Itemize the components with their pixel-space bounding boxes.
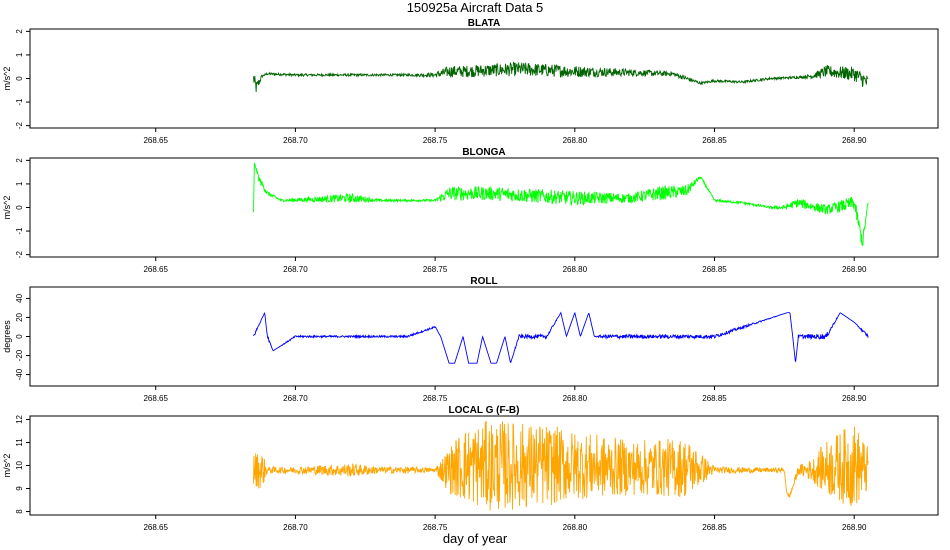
x-tick-label: 268.70	[283, 136, 308, 145]
x-tick-label: 268.85	[702, 136, 727, 145]
y-axis-label: m/s^2	[2, 196, 12, 220]
y-tick-label: -2	[15, 122, 24, 130]
panel-3: LOCAL G (F-B) m/s^2 8 9 10 11 12 268.65 268.70 26…	[2, 405, 939, 532]
panel-0: BLATA m/s^2 -2 -1 0 1 2 268.65 268.70 268.75 268.8…	[2, 18, 939, 145]
y-tick-label: 9	[15, 486, 24, 491]
y-tick-label: 11	[15, 438, 24, 447]
x-tick-label: 268.80	[563, 394, 588, 403]
panel-title: BLONGA	[462, 147, 505, 158]
y-axis-label: degrees	[2, 320, 12, 353]
x-tick-label: 268.75	[423, 523, 448, 532]
y-tick-label: -1	[15, 98, 24, 106]
x-tick-label: 268.70	[283, 394, 308, 403]
x-tick-label: 268.75	[423, 136, 448, 145]
series-line	[253, 311, 869, 364]
x-tick-label: 268.80	[563, 523, 588, 532]
x-tick-label: 268.85	[702, 523, 727, 532]
x-tick-label: 268.65	[143, 136, 168, 145]
y-tick-label: 0	[15, 76, 24, 81]
y-tick-label: -2	[15, 251, 24, 259]
panel-title: LOCAL G (F-B)	[449, 405, 520, 416]
y-tick-label: 1	[15, 181, 24, 186]
y-axis-label: m/s^2	[2, 67, 12, 91]
y-tick-label: -1	[15, 227, 24, 235]
series-line	[253, 421, 869, 511]
x-tick-label: 268.90	[842, 136, 867, 145]
x-tick-label: 268.85	[702, 265, 727, 274]
y-tick-label: -20	[15, 349, 24, 361]
y-tick-label: 0	[15, 334, 24, 339]
panel-title: ROLL	[470, 276, 497, 287]
x-tick-label: 268.85	[702, 394, 727, 403]
y-tick-label: 8	[15, 509, 24, 514]
x-tick-label: 268.65	[143, 523, 168, 532]
figure-title: 150925a Aircraft Data 5	[407, 0, 544, 15]
panel-frame	[29, 157, 939, 258]
x-axis-label: day of year	[443, 531, 508, 546]
y-tick-label: 40	[15, 293, 24, 302]
y-tick-label: 1	[15, 52, 24, 57]
x-tick-label: 268.90	[842, 523, 867, 532]
x-tick-label: 268.80	[563, 265, 588, 274]
y-tick-label: 2	[15, 29, 24, 34]
panel-frame	[29, 286, 939, 387]
series-line	[253, 61, 869, 93]
x-tick-label: 268.80	[563, 136, 588, 145]
y-tick-label: 10	[15, 461, 24, 470]
y-tick-label: 20	[15, 312, 24, 321]
x-tick-label: 268.65	[143, 394, 168, 403]
x-tick-label: 268.90	[842, 265, 867, 274]
panel-title: BLATA	[468, 18, 500, 29]
y-tick-label: 12	[15, 414, 24, 423]
x-tick-label: 268.75	[423, 265, 448, 274]
x-tick-label: 268.90	[842, 394, 867, 403]
y-tick-label: 2	[15, 158, 24, 163]
y-axis-label: m/s^2	[2, 454, 12, 478]
panel-2: ROLL degrees -40 -20 0 20 40 268.65 268.70 268.75…	[2, 276, 939, 403]
x-tick-label: 268.70	[283, 523, 308, 532]
x-tick-label: 268.65	[143, 265, 168, 274]
panel-1: BLONGA m/s^2 -2 -1 0 1 2 268.65 268.70 268.75 268.…	[2, 147, 939, 274]
y-tick-label: -40	[15, 368, 24, 380]
x-tick-label: 268.70	[283, 265, 308, 274]
x-tick-label: 268.75	[423, 394, 448, 403]
series-line	[253, 162, 869, 246]
panel-frame	[29, 28, 939, 129]
y-tick-label: 0	[15, 205, 24, 210]
